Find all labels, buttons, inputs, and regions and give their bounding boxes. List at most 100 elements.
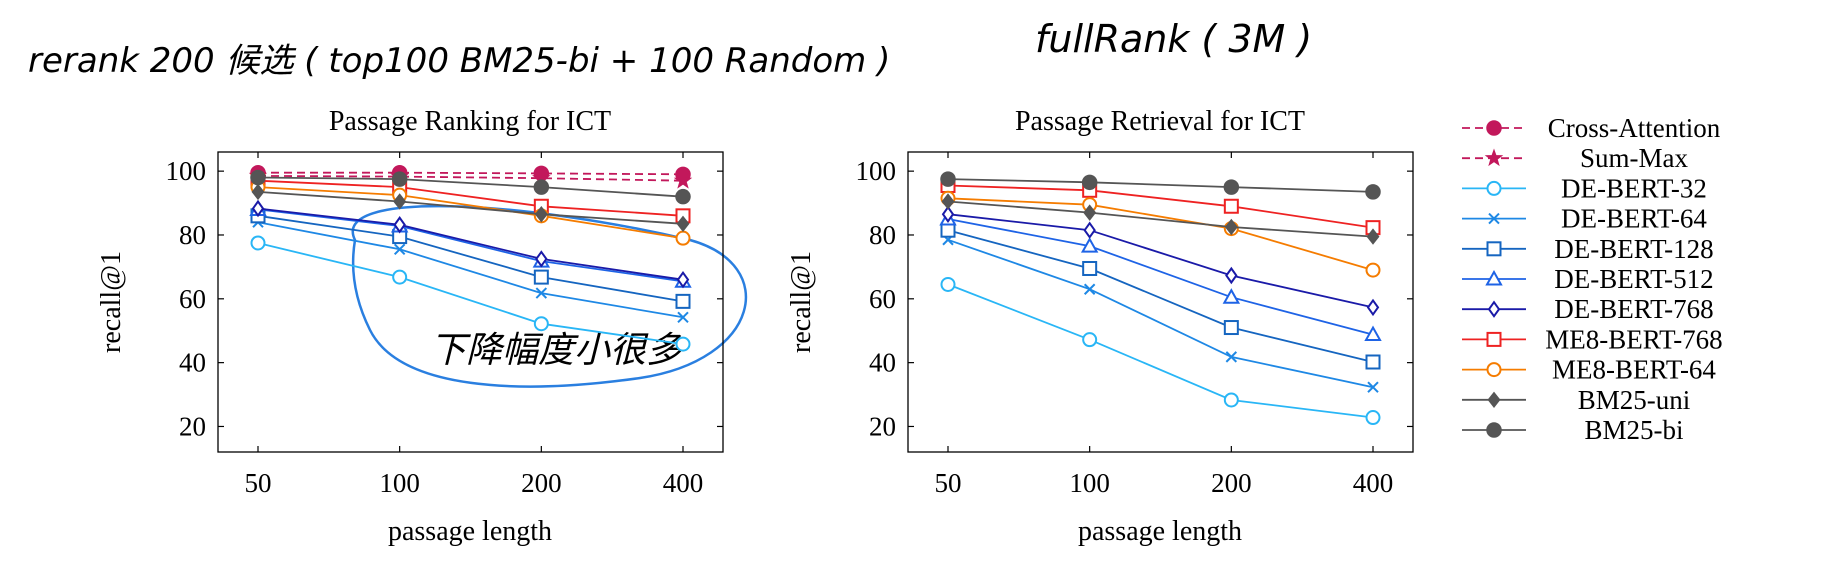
y-tick-label: 40 [869, 348, 896, 378]
series-me8-bert-64 [940, 190, 1381, 278]
data-point-de-bert-128 [533, 269, 549, 285]
handwritten-note-chart: 下降幅度小很多 [430, 330, 684, 371]
data-point-bm25-bi [533, 179, 550, 195]
series-line-de-bert-128 [257, 214, 684, 303]
data-point-sum-max [673, 170, 693, 189]
legend-marker [1487, 391, 1501, 409]
legend: Cross-AttentionSum-MaxDE-BERT-32DE-BERT-… [1462, 113, 1723, 445]
data-point-de-bert-128 [1365, 354, 1381, 370]
data-point-de-bert-768 [1366, 298, 1380, 317]
series-line-de-bert-512 [257, 208, 684, 283]
legend-label: DE-BERT-512 [1554, 264, 1713, 294]
data-point-de-bert-128 [940, 222, 956, 238]
legend-marker [1486, 241, 1502, 257]
series-line-de-bert-128 [947, 229, 1374, 363]
y-axis-ticks: 20 40 60 80 100 [856, 156, 1413, 441]
legend-label: ME8-BERT-768 [1545, 324, 1722, 354]
data-point-me8-bert-64 [1365, 262, 1381, 278]
x-tick-label: 200 [1211, 468, 1252, 498]
x-axis-ticks: 50 100 200 400 [935, 152, 1394, 498]
data-point-de-bert-64 [393, 243, 406, 256]
series-line-de-bert-768 [257, 207, 684, 281]
series-de-bert-128 [250, 208, 691, 309]
data-point-de-bert-512 [1080, 237, 1099, 253]
data-point-de-bert-768 [535, 250, 548, 268]
data-point-de-bert-128 [675, 293, 691, 309]
chart-passage-ranking: Passage Ranking for ICT 20 40 60 80 100 50 10… [96, 106, 724, 547]
data-point-de-bert-32 [533, 316, 549, 332]
legend-marker [1488, 212, 1500, 225]
legend-marker [1486, 362, 1502, 378]
series-line-me8-bert-64 [257, 186, 684, 240]
data-point-de-bert-512 [1222, 288, 1241, 304]
data-point-de-bert-768 [1225, 266, 1238, 285]
x-tick-label: 50 [245, 468, 272, 498]
x-axis-ticks: 50 100 200 400 [245, 152, 703, 498]
series-de-bert-32 [250, 235, 691, 352]
plot-frame [217, 151, 724, 453]
chart-title: Passage Ranking for ICT [329, 106, 611, 137]
y-axis-label: recall@1 [96, 251, 127, 353]
legend-marker [1484, 148, 1504, 167]
data-point-de-bert-768 [1083, 221, 1096, 239]
legend-entry-de-bert-64: DE-BERT-64 [1462, 204, 1707, 234]
series-line-de-bert-768 [947, 213, 1374, 309]
data-point-bm25-bi [1365, 184, 1381, 200]
data-point-de-bert-32 [1365, 410, 1381, 426]
data-point-bm25-uni [1224, 218, 1238, 236]
series-line-me8-bert-768 [257, 179, 684, 217]
data-point-de-bert-64 [1083, 283, 1096, 295]
data-point-de-bert-32 [1223, 392, 1239, 408]
legend-label: DE-BERT-768 [1554, 294, 1713, 324]
handwritten-annotations: rerank 200 候选 ( top100 BM25-bi + 100 Ran… [28, 17, 1312, 388]
data-point-de-bert-64 [677, 311, 689, 324]
x-tick-label: 400 [1353, 468, 1394, 498]
x-axis-label: passage length [388, 516, 552, 547]
data-point-bm25-bi [250, 169, 266, 186]
legend-entry-sum-max: Sum-Max [1462, 143, 1689, 173]
data-point-bm25-uni [676, 215, 690, 233]
data-point-bm25-uni [534, 206, 548, 223]
series-line-bm25-uni [947, 200, 1374, 238]
series-line-de-bert-64 [257, 221, 684, 319]
y-tick-label: 100 [856, 156, 897, 186]
series-line-bm25-bi [257, 176, 684, 198]
series-de-bert-768 [941, 205, 1380, 317]
legend-entry-me8-bert-64: ME8-BERT-64 [1462, 355, 1716, 385]
series-line-me8-bert-64 [947, 197, 1374, 271]
series-de-bert-128 [940, 222, 1381, 370]
legend-entry-de-bert-768: DE-BERT-768 [1462, 294, 1714, 324]
series-de-bert-768 [251, 199, 690, 289]
series-line-bm25-bi [947, 178, 1374, 193]
plot-frame [907, 151, 1414, 453]
data-point-bm25-uni [1366, 228, 1380, 245]
data-point-de-bert-512 [1364, 325, 1382, 342]
series-de-bert-64 [942, 234, 1379, 393]
data-point-de-bert-128 [1082, 260, 1098, 276]
legend-entry-de-bert-512: DE-BERT-512 [1462, 264, 1714, 294]
data-point-de-bert-768 [393, 216, 406, 234]
series-line-me8-bert-768 [947, 184, 1374, 229]
series-layer [248, 164, 693, 352]
data-point-de-bert-64 [535, 287, 548, 299]
series-line-de-bert-64 [947, 238, 1374, 389]
legend-marker [1486, 331, 1502, 347]
x-tick-label: 100 [379, 468, 420, 498]
data-point-bm25-bi [391, 171, 408, 187]
series-de-bert-32 [940, 276, 1381, 426]
legend-entry-bm25-uni: BM25-uni [1462, 385, 1690, 415]
legend-label: DE-BERT-128 [1554, 234, 1713, 264]
data-point-bm25-bi [1223, 179, 1240, 195]
series-bm25-uni [251, 183, 690, 233]
y-tick-label: 40 [179, 348, 206, 378]
legend-entry-de-bert-128: DE-BERT-128 [1462, 234, 1714, 264]
legend-marker [1486, 120, 1502, 136]
legend-label: ME8-BERT-64 [1552, 355, 1716, 385]
data-point-de-bert-128 [1223, 320, 1239, 336]
y-tick-label: 60 [179, 284, 206, 314]
x-tick-label: 100 [1069, 468, 1110, 498]
legend-entry-cross-attention: Cross-Attention [1462, 113, 1721, 143]
legend-entry-bm25-bi: BM25-bi [1462, 415, 1684, 445]
data-point-bm25-uni [941, 193, 955, 210]
